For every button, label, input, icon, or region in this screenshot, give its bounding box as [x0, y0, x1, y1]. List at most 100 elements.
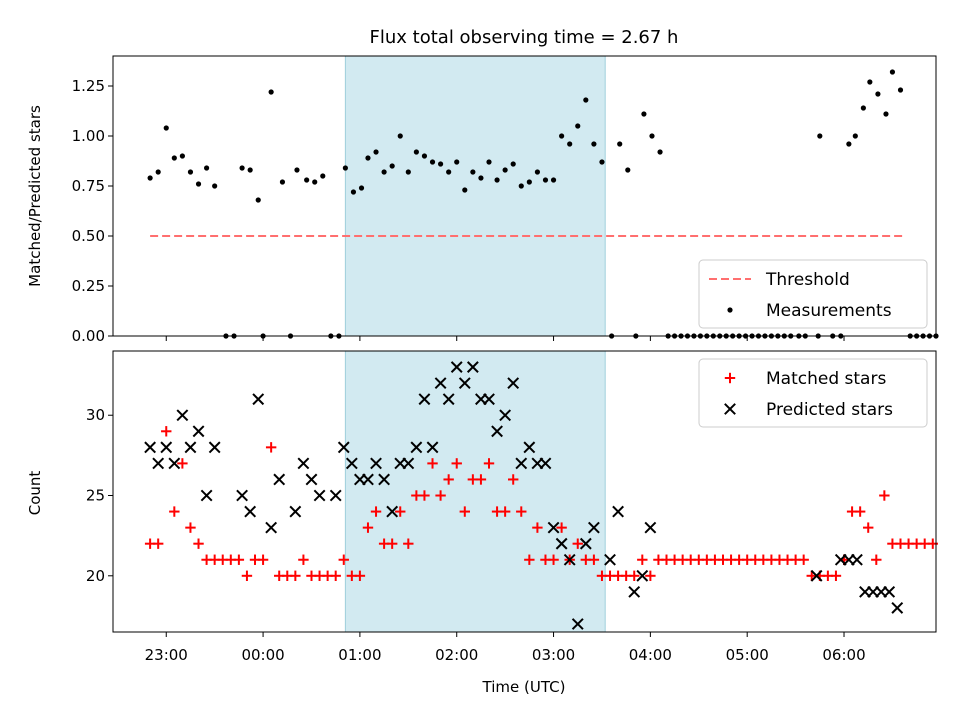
predicted-point-29 — [418, 393, 431, 406]
measurement-point-35 — [429, 159, 436, 165]
measurement-point-93 — [867, 79, 873, 85]
legend: Matched stars Predicted stars — [698, 358, 928, 428]
measurement-point-24 — [342, 165, 348, 171]
predicted-point-30-b — [426, 441, 439, 454]
measurement-point-8 — [212, 183, 218, 189]
predicted-point-52-b — [612, 505, 625, 518]
predicted-point-24-b — [378, 473, 391, 486]
measurement-point-51 — [559, 133, 565, 139]
predicted-point-34 — [458, 377, 471, 390]
measurement-point-50 — [550, 177, 557, 183]
predicted-point-27 — [402, 457, 415, 470]
matched-point-42 — [483, 458, 495, 469]
x-tick-label: 02:00 — [435, 646, 478, 664]
predicted-point-5-b — [184, 441, 197, 454]
predicted-point-8-b — [208, 441, 221, 454]
predicted-point-9 — [236, 489, 249, 502]
predicted-point-63 — [883, 585, 896, 598]
predicted-point-31 — [434, 377, 447, 390]
matched-point-62 — [645, 570, 656, 581]
predicted-point-41 — [515, 457, 528, 470]
y-tick-label: 0.50 — [72, 227, 105, 245]
matched-point-39 — [459, 506, 470, 517]
axes-frame — [112, 55, 937, 337]
matched-point-2 — [161, 426, 172, 437]
measurement-point-62 — [649, 133, 655, 139]
predicted-point-18-b — [329, 489, 342, 502]
measurement-point-6 — [195, 181, 202, 187]
legend-measurement-swatch — [727, 307, 733, 313]
matched-point-26 — [354, 570, 366, 581]
measurement-point-25 — [350, 189, 357, 195]
predicted-point-48-b — [571, 618, 584, 630]
predicted-point-16-b — [305, 473, 318, 486]
predicted-point-4 — [176, 409, 189, 422]
predicted-point-9-b — [236, 489, 249, 502]
measurement-point-56 — [599, 159, 605, 165]
measurement-point-45 — [510, 161, 516, 167]
predicted-point-6-b — [192, 425, 205, 438]
measurement-point-3 — [171, 155, 177, 161]
predicted-point-40-b — [507, 377, 520, 390]
measurement-point-47 — [526, 179, 532, 185]
predicted-point-22-b — [362, 473, 374, 486]
predicted-point-11 — [252, 393, 265, 406]
matched-point-11 — [233, 554, 245, 565]
matched-point-35 — [427, 458, 438, 469]
predicted-point-44-b — [539, 457, 552, 470]
matched-point-27 — [362, 522, 374, 533]
legend: Threshold Measurements — [698, 259, 928, 329]
top-y-axis-label: Matched/Predicted stars — [26, 105, 44, 287]
measurement-point-28 — [373, 149, 379, 155]
matched-point-89 — [863, 522, 874, 533]
legend-box — [698, 259, 928, 329]
measurement-point-2 — [163, 125, 169, 131]
measurement-point-59 — [625, 167, 631, 173]
measurement-point-32 — [405, 169, 411, 175]
measurement-point-94 — [875, 91, 881, 97]
legend-predicted-swatch — [724, 403, 736, 415]
measurement-point-48 — [534, 169, 541, 175]
matched-point-48 — [532, 522, 543, 533]
bottom-y-axis-label: Count — [26, 471, 44, 516]
matched-point-34 — [419, 490, 430, 501]
measurement-point-5 — [187, 169, 194, 175]
predicted-point-35-b — [466, 361, 479, 373]
predicted-point-20-b — [345, 457, 358, 470]
y-tick-label: 0.75 — [72, 177, 105, 195]
predicted-point-18 — [329, 489, 342, 502]
legend-predicted-swatch-b — [724, 403, 736, 415]
y-tick-label: 1.25 — [72, 77, 105, 95]
x-tick-label: 05:00 — [726, 646, 769, 664]
y-tick-label: 25 — [86, 487, 105, 505]
predicted-point-28-b — [410, 441, 423, 454]
matched-point-6 — [193, 538, 204, 549]
predicted-point-55 — [644, 521, 657, 534]
x-tick-label: 04:00 — [629, 646, 672, 664]
predicted-point-5 — [184, 441, 197, 454]
predicted-point-32 — [442, 393, 455, 406]
legend-label: Threshold — [765, 270, 850, 290]
predicted-point-37-b — [483, 393, 495, 406]
measurement-point-92 — [860, 105, 866, 111]
predicted-point-46 — [555, 537, 568, 550]
predicted-point-2 — [160, 441, 173, 454]
measurement-point-55 — [591, 141, 597, 147]
y-tick-label: 0.00 — [72, 327, 105, 345]
predicted-point-59-b — [851, 553, 863, 566]
predicted-point-13 — [273, 473, 286, 486]
matched-point-32 — [403, 538, 414, 549]
measurement-point-63 — [657, 149, 663, 155]
predicted-point-30 — [426, 441, 439, 454]
predicted-point-25 — [386, 505, 399, 518]
matched-point-53 — [572, 538, 583, 549]
predicted-point-56-b — [810, 569, 823, 582]
matched-point-91 — [879, 490, 890, 501]
measurement-point-96 — [889, 69, 896, 75]
predicted-point-22 — [362, 473, 374, 486]
predicted-point-13-b — [273, 473, 286, 486]
matched-point-81 — [798, 554, 809, 565]
measurement-point-86 — [817, 133, 823, 139]
matched-point-37 — [443, 474, 454, 485]
